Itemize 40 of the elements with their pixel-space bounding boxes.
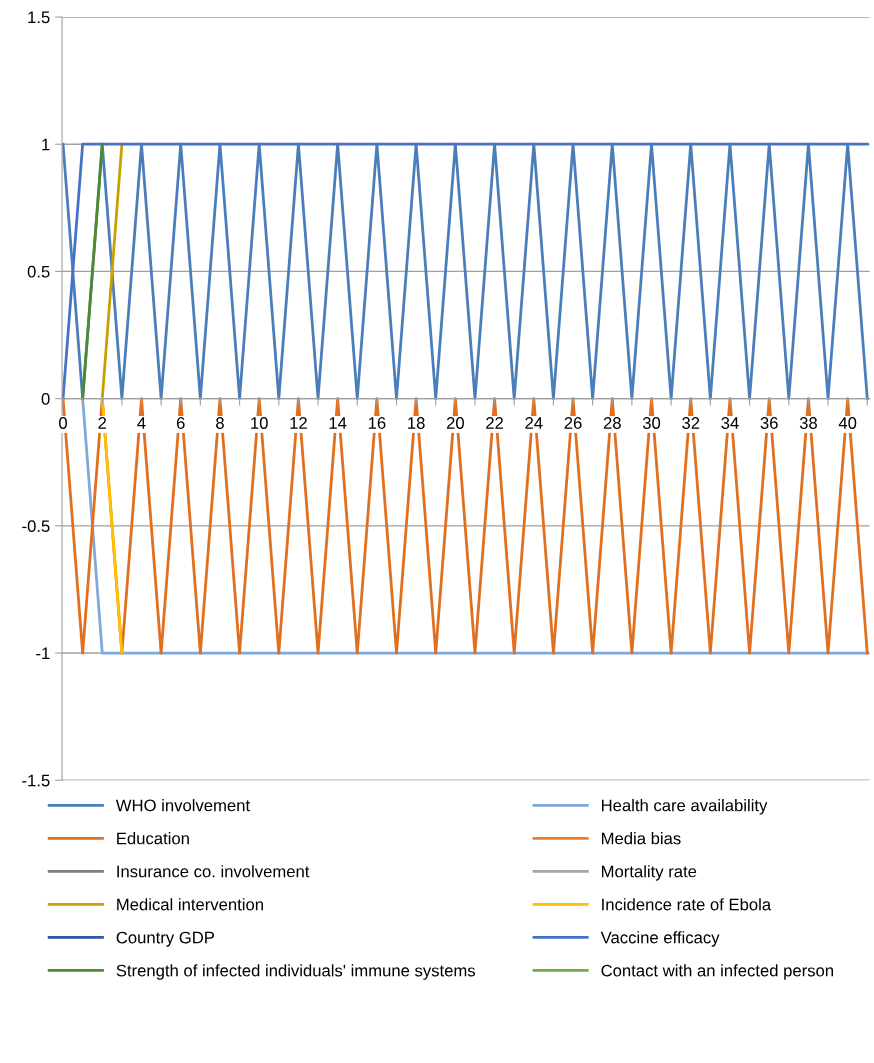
x-tick-label: 14 xyxy=(329,417,347,429)
legend-label: Country GDP xyxy=(116,931,215,947)
legend-label: Media bias xyxy=(601,832,681,845)
x-tick-label: 38 xyxy=(799,417,817,429)
x-tick-label: 32 xyxy=(682,417,700,429)
x-tick-label: 24 xyxy=(525,417,543,429)
legend-label: Incidence rate of Ebola xyxy=(602,898,772,911)
x-tick-label: 26 xyxy=(564,417,582,429)
x-tick-label: 30 xyxy=(642,417,661,429)
y-tick-label: 0.5 xyxy=(27,265,50,278)
x-tick-label: 8 xyxy=(216,417,224,429)
x-tick-label: 10 xyxy=(251,417,268,429)
y-tick-label: -1.5 xyxy=(22,774,50,787)
legend-label: Insurance co. involvement xyxy=(117,865,310,878)
x-tick-label: 34 xyxy=(721,417,739,429)
x-tick-label: 2 xyxy=(98,417,107,429)
x-tick-label: 12 xyxy=(290,417,307,429)
x-tick-label: 36 xyxy=(760,417,778,429)
legend-label: Education xyxy=(117,832,189,845)
y-tick-label: 1 xyxy=(42,138,50,151)
legend-label: Vaccine efficacy xyxy=(600,931,720,947)
x-tick-label: 40 xyxy=(838,417,857,429)
y-tick-label: -0.5 xyxy=(22,520,50,533)
legend-label: Medical intervention xyxy=(117,898,263,911)
x-tick-label: 22 xyxy=(486,417,504,429)
x-tick-label: 28 xyxy=(603,417,621,429)
x-tick-label: 16 xyxy=(368,417,386,429)
legend-label: Strength of infected individuals' immune systems xyxy=(116,964,476,980)
legend-label: Mortality rate xyxy=(601,865,697,881)
x-tick-label: 20 xyxy=(446,417,464,429)
y-tick-label: 0 xyxy=(41,393,50,405)
legend-label: Health care availability xyxy=(601,799,768,815)
y-tick-label: 1.5 xyxy=(28,11,50,24)
x-tick-label: 6 xyxy=(176,417,185,429)
x-tick-label: 4 xyxy=(137,417,146,429)
x-tick-label: 18 xyxy=(408,417,425,429)
legend-label: WHO involvement xyxy=(115,799,250,812)
legend-label: Contact with an infected person xyxy=(601,964,834,980)
y-tick-label: -1 xyxy=(36,647,50,660)
x-tick-label: 0 xyxy=(59,417,68,429)
